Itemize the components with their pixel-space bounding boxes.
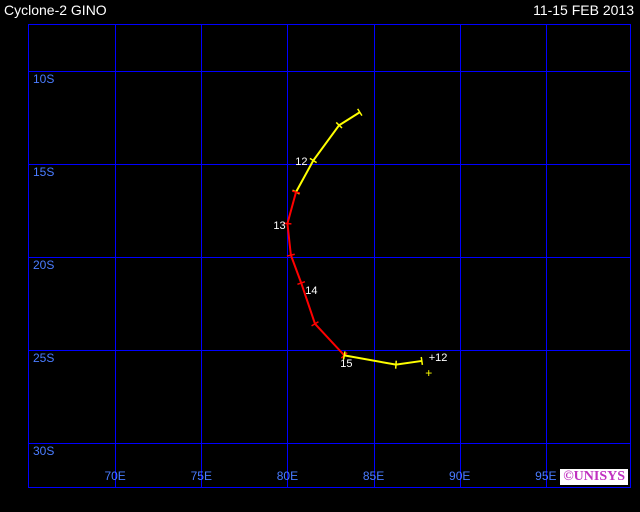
plot-area: 10S15S20S25S30S70E75E80E85E90E95E1213141… [28,24,631,488]
track-svg [29,25,632,489]
attribution: ©UNISYS [560,469,628,485]
forecast-mark: + [425,366,432,380]
chart-title: Cyclone-2 GINO [4,2,107,18]
track-segment [344,355,422,364]
forecast-mark: +12 [429,352,448,364]
track-segment [296,112,360,192]
chart-date-range: 11-15 FEB 2013 [533,2,634,18]
track-segment [287,192,344,355]
chart-container: Cyclone-2 GINO 11-15 FEB 2013 10S15S20S2… [0,0,640,512]
